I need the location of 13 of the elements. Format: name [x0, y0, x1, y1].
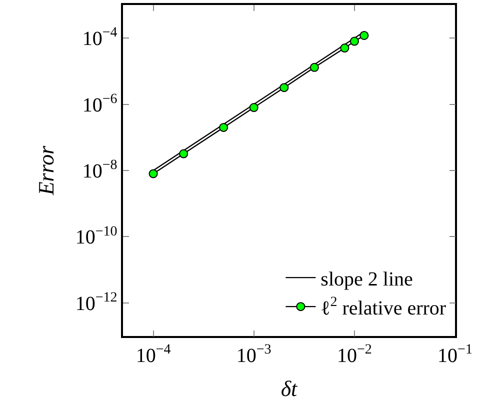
x-tick-label: 10$^{−2}$	[336, 342, 372, 367]
y-tick-label: 10$^{−6}$	[82, 92, 118, 116]
x-axis-title: δt	[280, 376, 298, 402]
y-tick-label: 10$^{−8}$	[82, 158, 118, 182]
y-tick-label: 10$^{−10}$	[75, 224, 118, 249]
legend-label: slope 2 line	[320, 268, 414, 290]
y-tick-label: 10$^{−4}$	[82, 26, 118, 50]
y-tick-label: 10$^{−12}$	[75, 290, 118, 315]
legend-label: ℓ$^{2}$ relative error	[320, 294, 446, 320]
x-tick-label: 10$^{−1}$	[438, 342, 472, 367]
y-axis-title: Error	[34, 145, 59, 196]
x-tick-label: 10$^{−3}$	[236, 342, 272, 367]
x-tick-label: 10$^{−4}$	[136, 342, 171, 367]
